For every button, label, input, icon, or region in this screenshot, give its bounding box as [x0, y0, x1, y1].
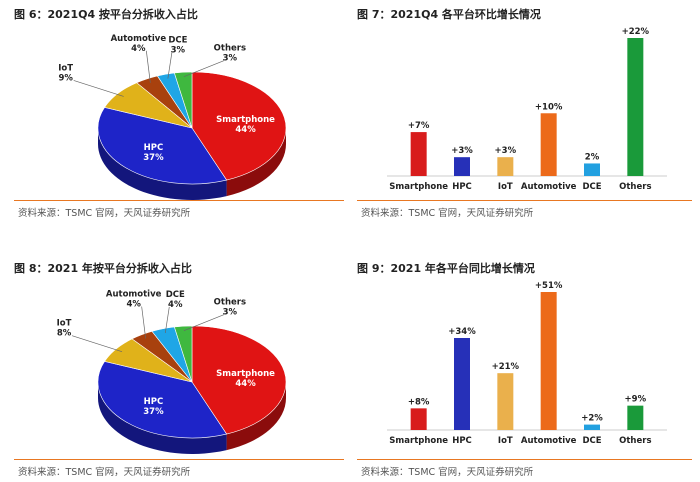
fig8-leader-iot	[71, 335, 123, 353]
fig6-slice-smartphone	[191, 71, 287, 181]
fig7-data-label-others: +22%	[622, 27, 650, 37]
fig9-data-label-automotive: +51%	[535, 281, 563, 291]
fig7-data-label-dce: 2%	[585, 152, 600, 162]
bar-chart-yoy: +8% Smartphone +34% HPC +21% IoT +51% Automotiv…	[387, 281, 667, 446]
fig7-bar-dce	[584, 163, 600, 176]
fig6-value-others: 3%	[223, 54, 238, 64]
fig7-category-smartphone: Smartphone	[389, 182, 448, 192]
fig8-slice-others	[173, 325, 193, 383]
fig8-slice-smartphone	[191, 325, 287, 435]
source-note: 资料来源：TSMC 官网，天风证券研究所	[18, 467, 191, 478]
fig6-label-automotive: Automotive	[111, 34, 167, 44]
fig8-value-iot: 8%	[57, 329, 72, 339]
fig8-label-dce: DCE	[166, 290, 185, 300]
fig6-label-smartphone: Smartphone	[216, 115, 275, 125]
fig7-category-dce: DCE	[582, 182, 601, 192]
fig8-slice-side-smartphone	[226, 382, 286, 451]
fig8-label-hpc: HPC	[144, 397, 164, 407]
pie-chart-2021q4: Smartphone44%HPC37%IoT9%Automotive4%DCE3…	[58, 34, 287, 201]
fig9-category-iot: IoT	[498, 436, 513, 446]
fig9-bar-iot	[497, 373, 514, 430]
fig9-data-label-iot: +21%	[492, 362, 520, 372]
fig6-label-iot: IoT	[58, 63, 73, 73]
fig7-category-others: Others	[619, 182, 651, 192]
fig7-bar-iot	[497, 157, 514, 176]
fig9-data-label-hpc: +34%	[448, 327, 476, 337]
fig8-label-others: Others	[214, 298, 246, 308]
fig6-label-others: Others	[214, 44, 246, 54]
fig8-label-smartphone: Smartphone	[216, 369, 275, 379]
fig8-value-dce: 4%	[168, 300, 183, 310]
divider	[357, 200, 692, 201]
source-note: 资料来源：TSMC 官网，天风证券研究所	[361, 208, 534, 219]
fig8-slice-side-hpc	[97, 382, 227, 454]
fig7-category-automotive: Automotive	[521, 182, 577, 192]
fig6-slice-side-smartphone	[226, 128, 286, 197]
fig6-label-dce: DCE	[168, 36, 187, 46]
fig7-bar-others	[627, 38, 644, 176]
fig6-slice-others	[173, 71, 193, 129]
source-note: 资料来源：TSMC 官网，天风证券研究所	[18, 208, 191, 219]
fig9-bar-dce	[584, 424, 600, 430]
fig6-label-hpc: HPC	[144, 143, 164, 153]
fig6-value-hpc: 37%	[143, 153, 164, 163]
fig7-category-iot: IoT	[498, 182, 513, 192]
fig6-value-automotive: 4%	[131, 44, 146, 54]
fig9-category-dce: DCE	[582, 436, 601, 446]
fig7-bar-smartphone	[410, 132, 427, 176]
fig7-data-label-smartphone: +7%	[408, 121, 430, 131]
fig7-category-hpc: HPC	[452, 182, 472, 192]
fig9-bar-automotive	[540, 292, 557, 430]
chart-title: 图 9：2021 年各平台同比增长情况	[357, 262, 535, 275]
fig7-data-label-automotive: +10%	[535, 102, 563, 112]
fig9-data-label-others: +9%	[625, 395, 647, 405]
fig8-leader-others	[183, 314, 224, 332]
chart-panel-fig8: 图 8：2021 年按平台分拆收入占比 Smartphone 44% HPC 37% I…	[14, 260, 344, 460]
divider	[357, 459, 692, 460]
fig6-leader-others	[183, 60, 224, 78]
fig9-data-label-smartphone: +8%	[408, 397, 430, 407]
fig9-category-others: Others	[619, 436, 651, 446]
chart-title: 图 8：2021 年按平台分拆收入占比	[14, 262, 192, 275]
fig8-slice-hpc	[97, 361, 228, 439]
fig7-bar-automotive	[540, 113, 557, 176]
fig8-value-automotive: 4%	[126, 300, 141, 310]
pie-chart-2021: Smartphone44%HPC37%IoT8%Automotive4%DCE4…	[57, 290, 287, 454]
chart-panel-fig7: 图 7：2021Q4 各平台环比增长情况 +7% Smartphone +3% HPC…	[357, 6, 692, 221]
divider	[14, 200, 344, 201]
chart-panel-fig6: 图 6：2021Q4 按平台分拆收入占比 Smartphone 44% HPC 37%…	[14, 6, 344, 221]
fig7-bar-hpc	[454, 157, 470, 176]
fig8-value-hpc: 37%	[143, 407, 164, 417]
fig9-category-automotive: Automotive	[521, 436, 577, 446]
fig8-label-automotive: Automotive	[106, 290, 162, 300]
fig9-data-label-dce: +2%	[581, 414, 603, 424]
chart-title: 图 6：2021Q4 按平台分拆收入占比	[14, 8, 198, 21]
fig8-value-smartphone: 44%	[235, 379, 256, 389]
fig7-data-label-iot: +3%	[495, 146, 517, 156]
fig8-leader-automotive	[141, 306, 147, 339]
fig6-leader-automotive	[145, 50, 151, 83]
fig9-category-smartphone: Smartphone	[389, 436, 448, 446]
fig6-value-smartphone: 44%	[235, 125, 256, 135]
source-note: 资料来源：TSMC 官网，天风证券研究所	[361, 467, 534, 478]
bar-chart-qoq: +7% Smartphone +3% HPC +3% IoT +10% Automotive 2…	[387, 27, 667, 192]
fig8-value-others: 3%	[223, 308, 238, 318]
fig6-value-dce: 3%	[171, 46, 186, 56]
fig9-bar-smartphone	[410, 408, 427, 430]
fig7-data-label-hpc: +3%	[451, 146, 473, 156]
fig6-leader-iot	[73, 80, 124, 97]
fig8-label-iot: IoT	[57, 319, 72, 329]
fig9-bar-others	[627, 405, 644, 430]
fig9-bar-hpc	[454, 338, 470, 430]
fig6-leader-dce	[167, 52, 173, 79]
fig6-slice-side-hpc	[97, 128, 227, 201]
fig6-value-iot: 9%	[58, 73, 73, 83]
divider	[14, 459, 344, 460]
fig8-leader-dce	[164, 306, 170, 334]
chart-title: 图 7：2021Q4 各平台环比增长情况	[357, 8, 541, 21]
fig9-category-hpc: HPC	[452, 436, 472, 446]
fig6-slice-hpc	[97, 107, 228, 185]
chart-panel-fig9: 图 9：2021 年各平台同比增长情况 +8% Smartphone +34% HPC…	[357, 260, 692, 460]
